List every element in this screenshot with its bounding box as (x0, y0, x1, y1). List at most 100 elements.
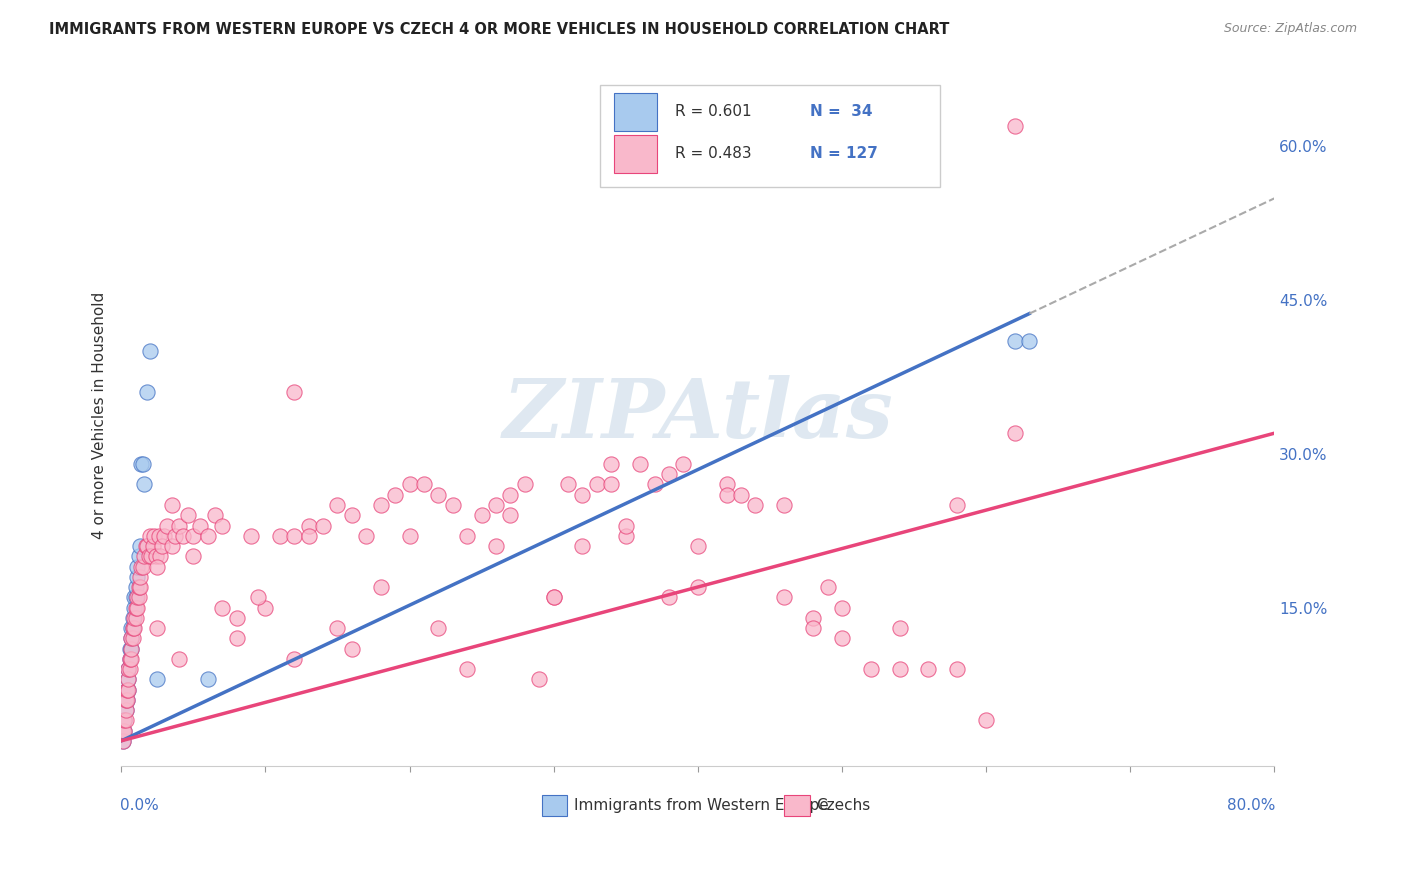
Point (529, 673, 551, 687)
Point (485, 498, 508, 512)
Point (190, 518, 212, 533)
Point (974, 714, 997, 728)
Point (1004, 119, 1026, 133)
Point (239, 529, 262, 543)
Point (427, 621, 450, 635)
Point (125, 570, 148, 584)
Point (181, 529, 204, 543)
Point (398, 529, 420, 543)
Point (644, 477, 666, 491)
Point (125, 591, 148, 605)
Point (149, 549, 172, 564)
Point (120, 621, 142, 635)
Point (340, 641, 363, 656)
Point (269, 529, 291, 543)
Point (1004, 334, 1026, 348)
Point (124, 580, 146, 594)
Point (118, 652, 141, 666)
Point (138, 549, 160, 564)
Point (889, 621, 911, 635)
Point (115, 693, 138, 707)
Point (312, 518, 335, 533)
Point (114, 714, 136, 728)
Point (571, 539, 593, 553)
Point (831, 632, 853, 646)
Point (125, 600, 148, 615)
Point (686, 539, 709, 553)
Point (117, 662, 139, 676)
Point (111, 723, 134, 738)
Point (117, 673, 139, 687)
Point (120, 632, 142, 646)
Point (197, 673, 219, 687)
Point (801, 611, 824, 625)
Point (111, 734, 134, 748)
Point (139, 529, 162, 543)
Point (153, 529, 176, 543)
Point (121, 611, 143, 625)
Point (111, 734, 134, 748)
Text: Source: ZipAtlas.com: Source: ZipAtlas.com (1223, 22, 1357, 36)
Point (211, 600, 233, 615)
Point (129, 580, 152, 594)
Point (120, 641, 142, 656)
Point (211, 518, 233, 533)
Point (614, 529, 637, 543)
Point (326, 498, 349, 512)
Text: R = 0.601: R = 0.601 (675, 104, 751, 120)
Point (124, 600, 146, 615)
Point (150, 539, 173, 553)
Point (114, 693, 136, 707)
Bar (785, 795, 810, 815)
Point (118, 641, 141, 656)
Text: IMMIGRANTS FROM WESTERN EUROPE VS CZECH 4 OR MORE VEHICLES IN HOUSEHOLD CORRELAT: IMMIGRANTS FROM WESTERN EUROPE VS CZECH … (49, 22, 949, 37)
Text: 0.0%: 0.0% (120, 797, 159, 813)
Point (571, 488, 593, 502)
Point (283, 652, 305, 666)
Point (132, 559, 155, 574)
Point (132, 457, 155, 471)
Point (121, 621, 143, 635)
Point (513, 477, 536, 491)
Point (115, 682, 138, 697)
Point (370, 580, 392, 594)
Text: N =  34: N = 34 (810, 104, 872, 120)
Point (143, 529, 166, 543)
Point (128, 591, 150, 605)
Point (136, 539, 159, 553)
Point (122, 591, 145, 605)
Point (686, 580, 709, 594)
Point (120, 632, 142, 646)
Point (773, 591, 796, 605)
Text: ZIPAtlas: ZIPAtlas (502, 376, 893, 455)
Point (117, 682, 139, 697)
Point (128, 549, 150, 564)
Point (586, 477, 609, 491)
Point (125, 559, 148, 574)
Point (441, 498, 464, 512)
Point (326, 621, 349, 635)
Point (859, 662, 882, 676)
Point (134, 477, 156, 491)
Point (146, 559, 169, 574)
Point (225, 632, 247, 646)
Point (557, 477, 579, 491)
Point (142, 539, 165, 553)
Point (628, 457, 651, 471)
Point (139, 344, 162, 359)
Point (117, 682, 139, 697)
Text: N = 127: N = 127 (810, 146, 877, 161)
Point (121, 621, 143, 635)
Point (614, 518, 637, 533)
Point (283, 529, 305, 543)
Point (197, 529, 219, 543)
Point (672, 457, 695, 471)
Point (117, 673, 139, 687)
Y-axis label: 4 or more Vehicles in Household: 4 or more Vehicles in Household (93, 292, 107, 539)
Point (148, 529, 170, 543)
Point (163, 529, 186, 543)
Point (499, 488, 522, 502)
Point (831, 600, 853, 615)
Point (716, 488, 738, 502)
Point (129, 539, 152, 553)
